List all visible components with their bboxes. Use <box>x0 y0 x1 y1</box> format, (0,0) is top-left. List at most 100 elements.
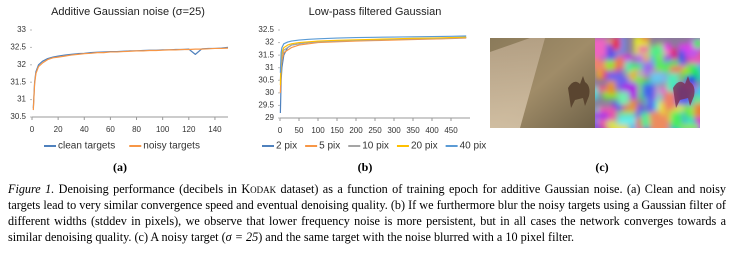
x-tick-label: 200 <box>349 126 363 135</box>
y-tick-label: 33 <box>17 25 26 34</box>
noise-blob <box>646 93 655 112</box>
y-tick-label: 30.5 <box>258 75 274 84</box>
x-tick-label: 0 <box>278 126 283 135</box>
x-tick-label: 140 <box>208 125 222 134</box>
series-line <box>279 36 467 86</box>
sigma: σ = 25 <box>225 230 259 244</box>
x-tick-label: 350 <box>406 126 420 135</box>
caption-text: dataset) as a function of training epoch… <box>8 182 727 244</box>
x-tick-label: 40 <box>80 125 89 134</box>
noise-blob <box>616 76 637 89</box>
x-tick-label: 0 <box>30 125 35 134</box>
y-tick-label: 29.5 <box>258 101 274 110</box>
noise-blob <box>680 124 699 128</box>
noise-blob <box>650 71 665 84</box>
series-line <box>279 37 467 93</box>
noise-blob <box>595 112 609 120</box>
noise-blob <box>612 38 621 51</box>
y-tick-label: 30.5 <box>10 112 26 121</box>
noise-blob <box>663 54 674 63</box>
noise-blob <box>641 38 649 42</box>
noise-blob <box>699 41 700 52</box>
caption-label: Figure 1. <box>8 182 55 196</box>
noise-blob <box>659 87 672 94</box>
x-tick-label: 300 <box>387 126 401 135</box>
noise-blob <box>682 67 691 76</box>
legend-label: 20 pix <box>411 141 438 152</box>
noise-blob <box>595 54 606 70</box>
noise-blob <box>667 60 680 71</box>
noise-blob <box>650 114 670 128</box>
noise-blob <box>685 75 697 85</box>
noise-blob <box>595 85 613 93</box>
y-tick-label: 32 <box>17 60 26 69</box>
legend-label: 2 pix <box>276 141 297 152</box>
series-line <box>279 35 467 73</box>
chart-title: Additive Gaussian noise (σ=25) <box>51 6 205 18</box>
noise-blob <box>693 103 700 118</box>
legend-label: clean targets <box>58 141 115 152</box>
noise-blob <box>624 61 632 73</box>
series-line <box>32 47 229 111</box>
blurred-noise-target-image <box>595 38 700 128</box>
noise-blob <box>658 101 667 121</box>
noise-blob <box>610 125 629 128</box>
y-tick-label: 31.5 <box>258 50 274 59</box>
noise-blob <box>603 54 615 70</box>
noise-blob <box>595 86 598 100</box>
x-tick-label: 100 <box>311 126 325 135</box>
noise-blob <box>642 55 650 62</box>
noise-blob <box>671 112 683 128</box>
x-tick-label: 120 <box>182 125 196 134</box>
noise-blob <box>664 91 676 110</box>
noise-blob <box>669 65 688 73</box>
y-tick-label: 29 <box>265 113 274 122</box>
x-tick-label: 60 <box>106 125 115 134</box>
panel-label: (a) <box>113 160 127 174</box>
noise-blob <box>699 84 700 98</box>
noise-blob <box>628 66 638 82</box>
noise-blob <box>699 38 700 48</box>
x-tick-label: 250 <box>368 126 382 135</box>
y-tick-label: 31 <box>265 63 274 72</box>
noise-blob <box>662 43 672 53</box>
chart-title: Low-pass filtered Gaussian <box>309 6 442 18</box>
panel-label: (b) <box>358 160 373 174</box>
noise-blob <box>595 120 601 128</box>
x-tick-label: 50 <box>295 126 304 135</box>
caption-text: ) and the same target with the noise blu… <box>258 230 575 244</box>
noise-blob <box>667 126 686 128</box>
noise-blob <box>629 99 638 112</box>
y-tick-label: 32.5 <box>10 43 26 52</box>
y-tick-label: 32.5 <box>258 25 274 34</box>
y-tick-label: 32 <box>265 38 274 47</box>
noise-blob <box>693 39 700 48</box>
x-tick-label: 20 <box>54 125 63 134</box>
noise-blob <box>618 91 629 105</box>
legend-label: 5 pix <box>319 141 340 152</box>
noise-blob <box>612 101 623 112</box>
noise-blob <box>689 56 700 64</box>
noise-blob <box>606 121 620 128</box>
noise-blob <box>595 38 607 58</box>
x-tick-label: 450 <box>444 126 458 135</box>
figure: (a) (b) (c) Additive Gaussian noise (σ=2… <box>10 6 700 174</box>
noise-blob <box>611 56 625 69</box>
noise-blob <box>637 46 656 53</box>
x-tick-label: 150 <box>330 126 344 135</box>
y-tick-label: 30 <box>265 88 274 97</box>
noise-blob <box>607 80 616 95</box>
x-tick-label: 100 <box>156 125 170 134</box>
legend-label: 40 pix <box>460 141 487 152</box>
noise-blob <box>617 116 637 128</box>
legend-label: 10 pix <box>362 141 389 152</box>
series-line <box>279 36 467 113</box>
x-tick-label: 400 <box>425 126 439 135</box>
x-tick-label: 80 <box>132 125 141 134</box>
noise-blob <box>630 63 643 70</box>
noise-blob <box>649 104 663 116</box>
caption: Figure 1. Denoising performance (decibel… <box>8 181 726 245</box>
legend-label: noisy targets <box>143 141 200 152</box>
dataset-name: Kodak <box>241 182 277 196</box>
